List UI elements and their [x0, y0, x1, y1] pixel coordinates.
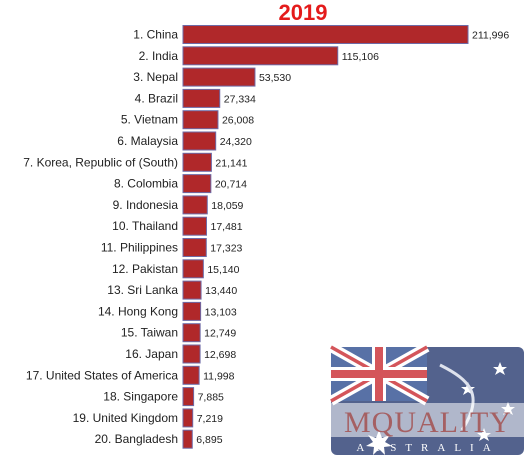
bar — [182, 110, 219, 130]
value-label: 21,141 — [215, 157, 247, 169]
category-label: 5. Vietnam — [121, 113, 178, 127]
value-label: 211,996 — [472, 30, 509, 42]
category-label: 9. Indonesia — [113, 198, 179, 212]
chart-title: 2019 — [279, 0, 328, 25]
bar — [182, 408, 194, 428]
category-label: 19. United Kingdom — [73, 411, 178, 425]
value-label: 7,885 — [198, 392, 224, 404]
bar — [182, 344, 201, 364]
bar — [182, 131, 217, 151]
value-label: 12,749 — [204, 328, 236, 340]
value-label: 115,106 — [342, 51, 379, 63]
value-label: 20,714 — [215, 179, 247, 191]
value-label: 13,103 — [205, 306, 237, 318]
category-label: 3. Nepal — [133, 70, 178, 84]
value-label: 17,481 — [211, 221, 243, 233]
category-label: 12. Pakistan — [112, 262, 178, 276]
watermark-logo: MQUALITY AUSTRALIA — [328, 342, 524, 455]
category-label: 15. Taiwan — [121, 326, 178, 340]
category-label: 8. Colombia — [114, 177, 178, 191]
bar — [182, 365, 200, 385]
value-label: 24,320 — [220, 136, 252, 148]
bar — [182, 323, 201, 343]
bar — [182, 25, 469, 44]
category-label: 16. Japan — [125, 347, 178, 361]
bars-layer: 1. China 211,996 2. India 115,106 3. Nepal 53… — [23, 25, 509, 449]
bar — [182, 387, 195, 407]
category-label: 10. Thailand — [112, 219, 178, 233]
value-label: 53,530 — [259, 72, 291, 84]
watermark-text: MQUALITY — [344, 406, 512, 439]
category-label: 7. Korea, Republic of (South) — [23, 155, 178, 169]
bar — [182, 216, 208, 236]
bar — [182, 67, 256, 87]
category-label: 20. Bangladesh — [95, 432, 178, 446]
value-label: 12,698 — [204, 349, 236, 361]
category-label: 4. Brazil — [135, 91, 178, 105]
value-label: 27,334 — [224, 93, 256, 105]
bar — [182, 174, 212, 194]
bar — [182, 301, 202, 321]
category-label: 18. Singapore — [103, 390, 178, 404]
category-label: 1. China — [133, 28, 178, 42]
category-label: 14. Hong Kong — [98, 304, 178, 318]
bar — [182, 46, 339, 66]
bar — [182, 259, 204, 279]
watermark-subtext: AUSTRALIA — [356, 442, 499, 454]
bar — [182, 88, 221, 108]
bar — [182, 152, 212, 172]
value-label: 6,895 — [196, 434, 222, 446]
bar — [182, 280, 202, 300]
bar — [182, 238, 207, 257]
value-label: 15,140 — [207, 264, 239, 276]
category-label: 6. Malaysia — [117, 134, 178, 148]
category-label: 17. United States of America — [26, 368, 178, 382]
value-label: 7,219 — [197, 413, 223, 425]
category-label: 13. Sri Lanka — [107, 283, 178, 297]
value-label: 18,059 — [211, 200, 243, 212]
value-label: 26,008 — [222, 115, 254, 127]
value-label: 11,998 — [203, 370, 234, 382]
australian-flag-icon — [328, 342, 524, 455]
value-label: 13,440 — [205, 285, 237, 297]
category-label: 2. India — [139, 49, 179, 63]
value-label: 17,323 — [210, 243, 242, 255]
bar — [182, 429, 193, 449]
bar — [182, 195, 208, 215]
category-label: 11. Philippines — [101, 241, 178, 255]
